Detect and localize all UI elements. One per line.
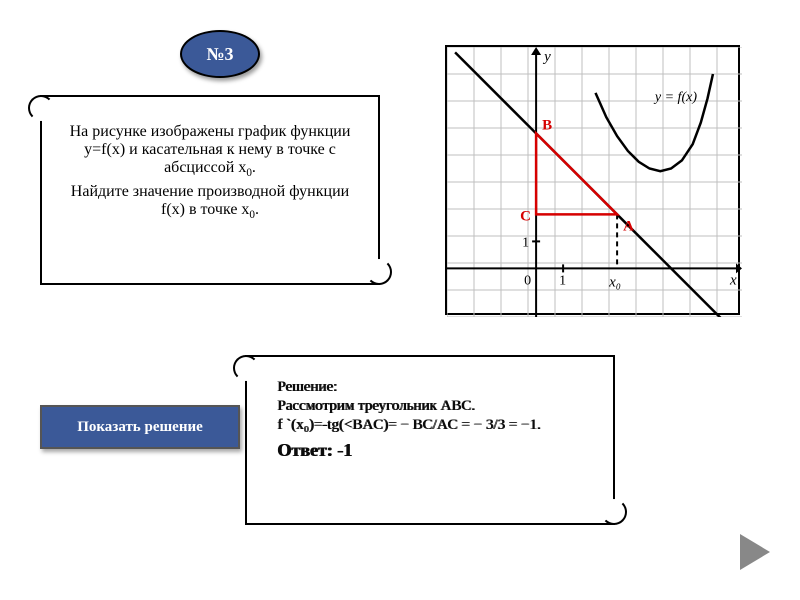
solution-line: Решение:: [277, 379, 583, 396]
next-arrow-icon[interactable]: [740, 534, 770, 570]
svg-text:x₀: x₀: [608, 274, 621, 290]
problem-number-badge: №3: [180, 30, 260, 78]
badge-label: №3: [206, 44, 233, 65]
button-label: Показать решение: [77, 419, 203, 436]
text: Найдите значение производной функции f(x…: [71, 183, 349, 218]
answer-label: Ответ:: [277, 440, 332, 460]
problem-text-1: На рисунке изображены график функции y=f…: [66, 123, 354, 179]
scroll-curl: [28, 95, 54, 121]
problem-scroll: На рисунке изображены график функции y=f…: [40, 95, 380, 285]
svg-text:B: B: [542, 117, 552, 133]
solution-scroll: Решение: Рассмотрим треугольник ABC. f `…: [245, 355, 615, 525]
solution-answer: Ответ: -1: [277, 440, 583, 461]
chart-svg: y x 0 1 1 x₀ y = f(x) A B C: [447, 47, 742, 317]
answer-value: -1: [337, 440, 352, 460]
text: На рисунке изображены график функции y=f…: [70, 123, 351, 176]
svg-text:x: x: [729, 272, 737, 288]
chart-panel: y x 0 1 1 x₀ y = f(x) A B C: [445, 45, 740, 315]
show-solution-button[interactable]: Показать решение: [40, 405, 240, 449]
problem-text-2: Найдите значение производной функции f(x…: [66, 183, 354, 221]
svg-text:y: y: [542, 49, 551, 65]
svg-text:1: 1: [559, 273, 566, 288]
svg-text:A: A: [623, 218, 634, 234]
text: .: [255, 201, 259, 218]
solution-line: Рассмотрим треугольник ABC.: [277, 398, 583, 415]
scroll-curl: [233, 355, 259, 381]
solution-line: f `(x₀)=-tg(<BAC)= − BC/AC = − 3/3 = −1.: [277, 417, 583, 434]
scroll-curl: [601, 499, 627, 525]
svg-text:0: 0: [524, 273, 531, 288]
svg-text:y = f(x): y = f(x): [653, 90, 697, 105]
scroll-curl: [366, 259, 392, 285]
svg-text:1: 1: [522, 235, 529, 250]
text: .: [252, 159, 256, 176]
svg-text:C: C: [520, 208, 531, 224]
